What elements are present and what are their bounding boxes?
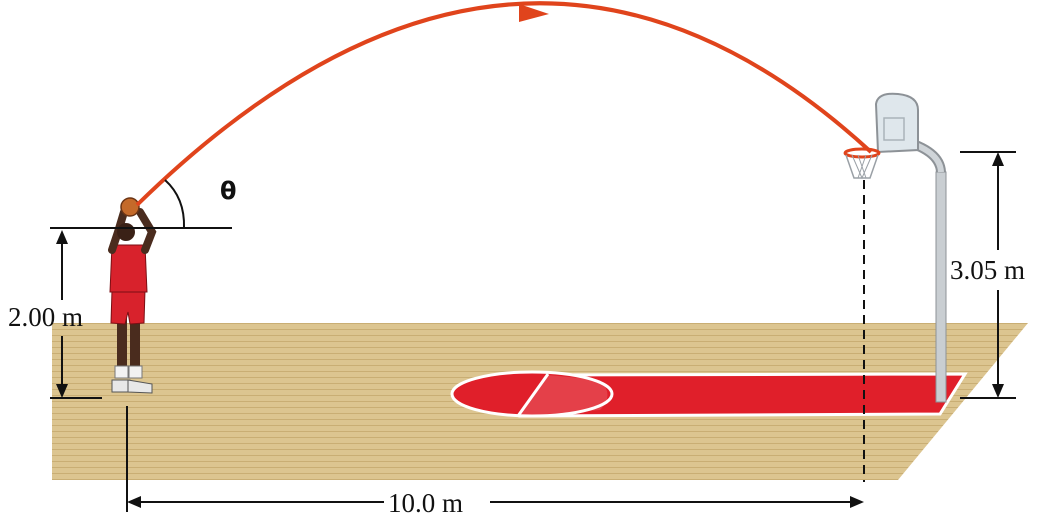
free-throw-lane	[450, 370, 968, 418]
angle-label: θ	[220, 177, 237, 205]
shooter-height-label: 2.00 m	[8, 302, 83, 332]
basketball-player	[108, 197, 157, 394]
hoop-height-dimension: 3.05 m	[950, 151, 1025, 399]
distance-label: 10.0 m	[388, 488, 463, 518]
ball-trajectory	[135, 1, 873, 207]
shooter-height-dimension: 2.00 m	[8, 230, 102, 399]
backboard	[874, 92, 919, 154]
hoop	[843, 147, 881, 180]
trajectory-arrowhead	[519, 4, 549, 22]
distance-dimension: 10.0 m	[126, 406, 864, 518]
hoop-height-label: 3.05 m	[950, 255, 1025, 285]
angle-arc	[164, 179, 186, 229]
